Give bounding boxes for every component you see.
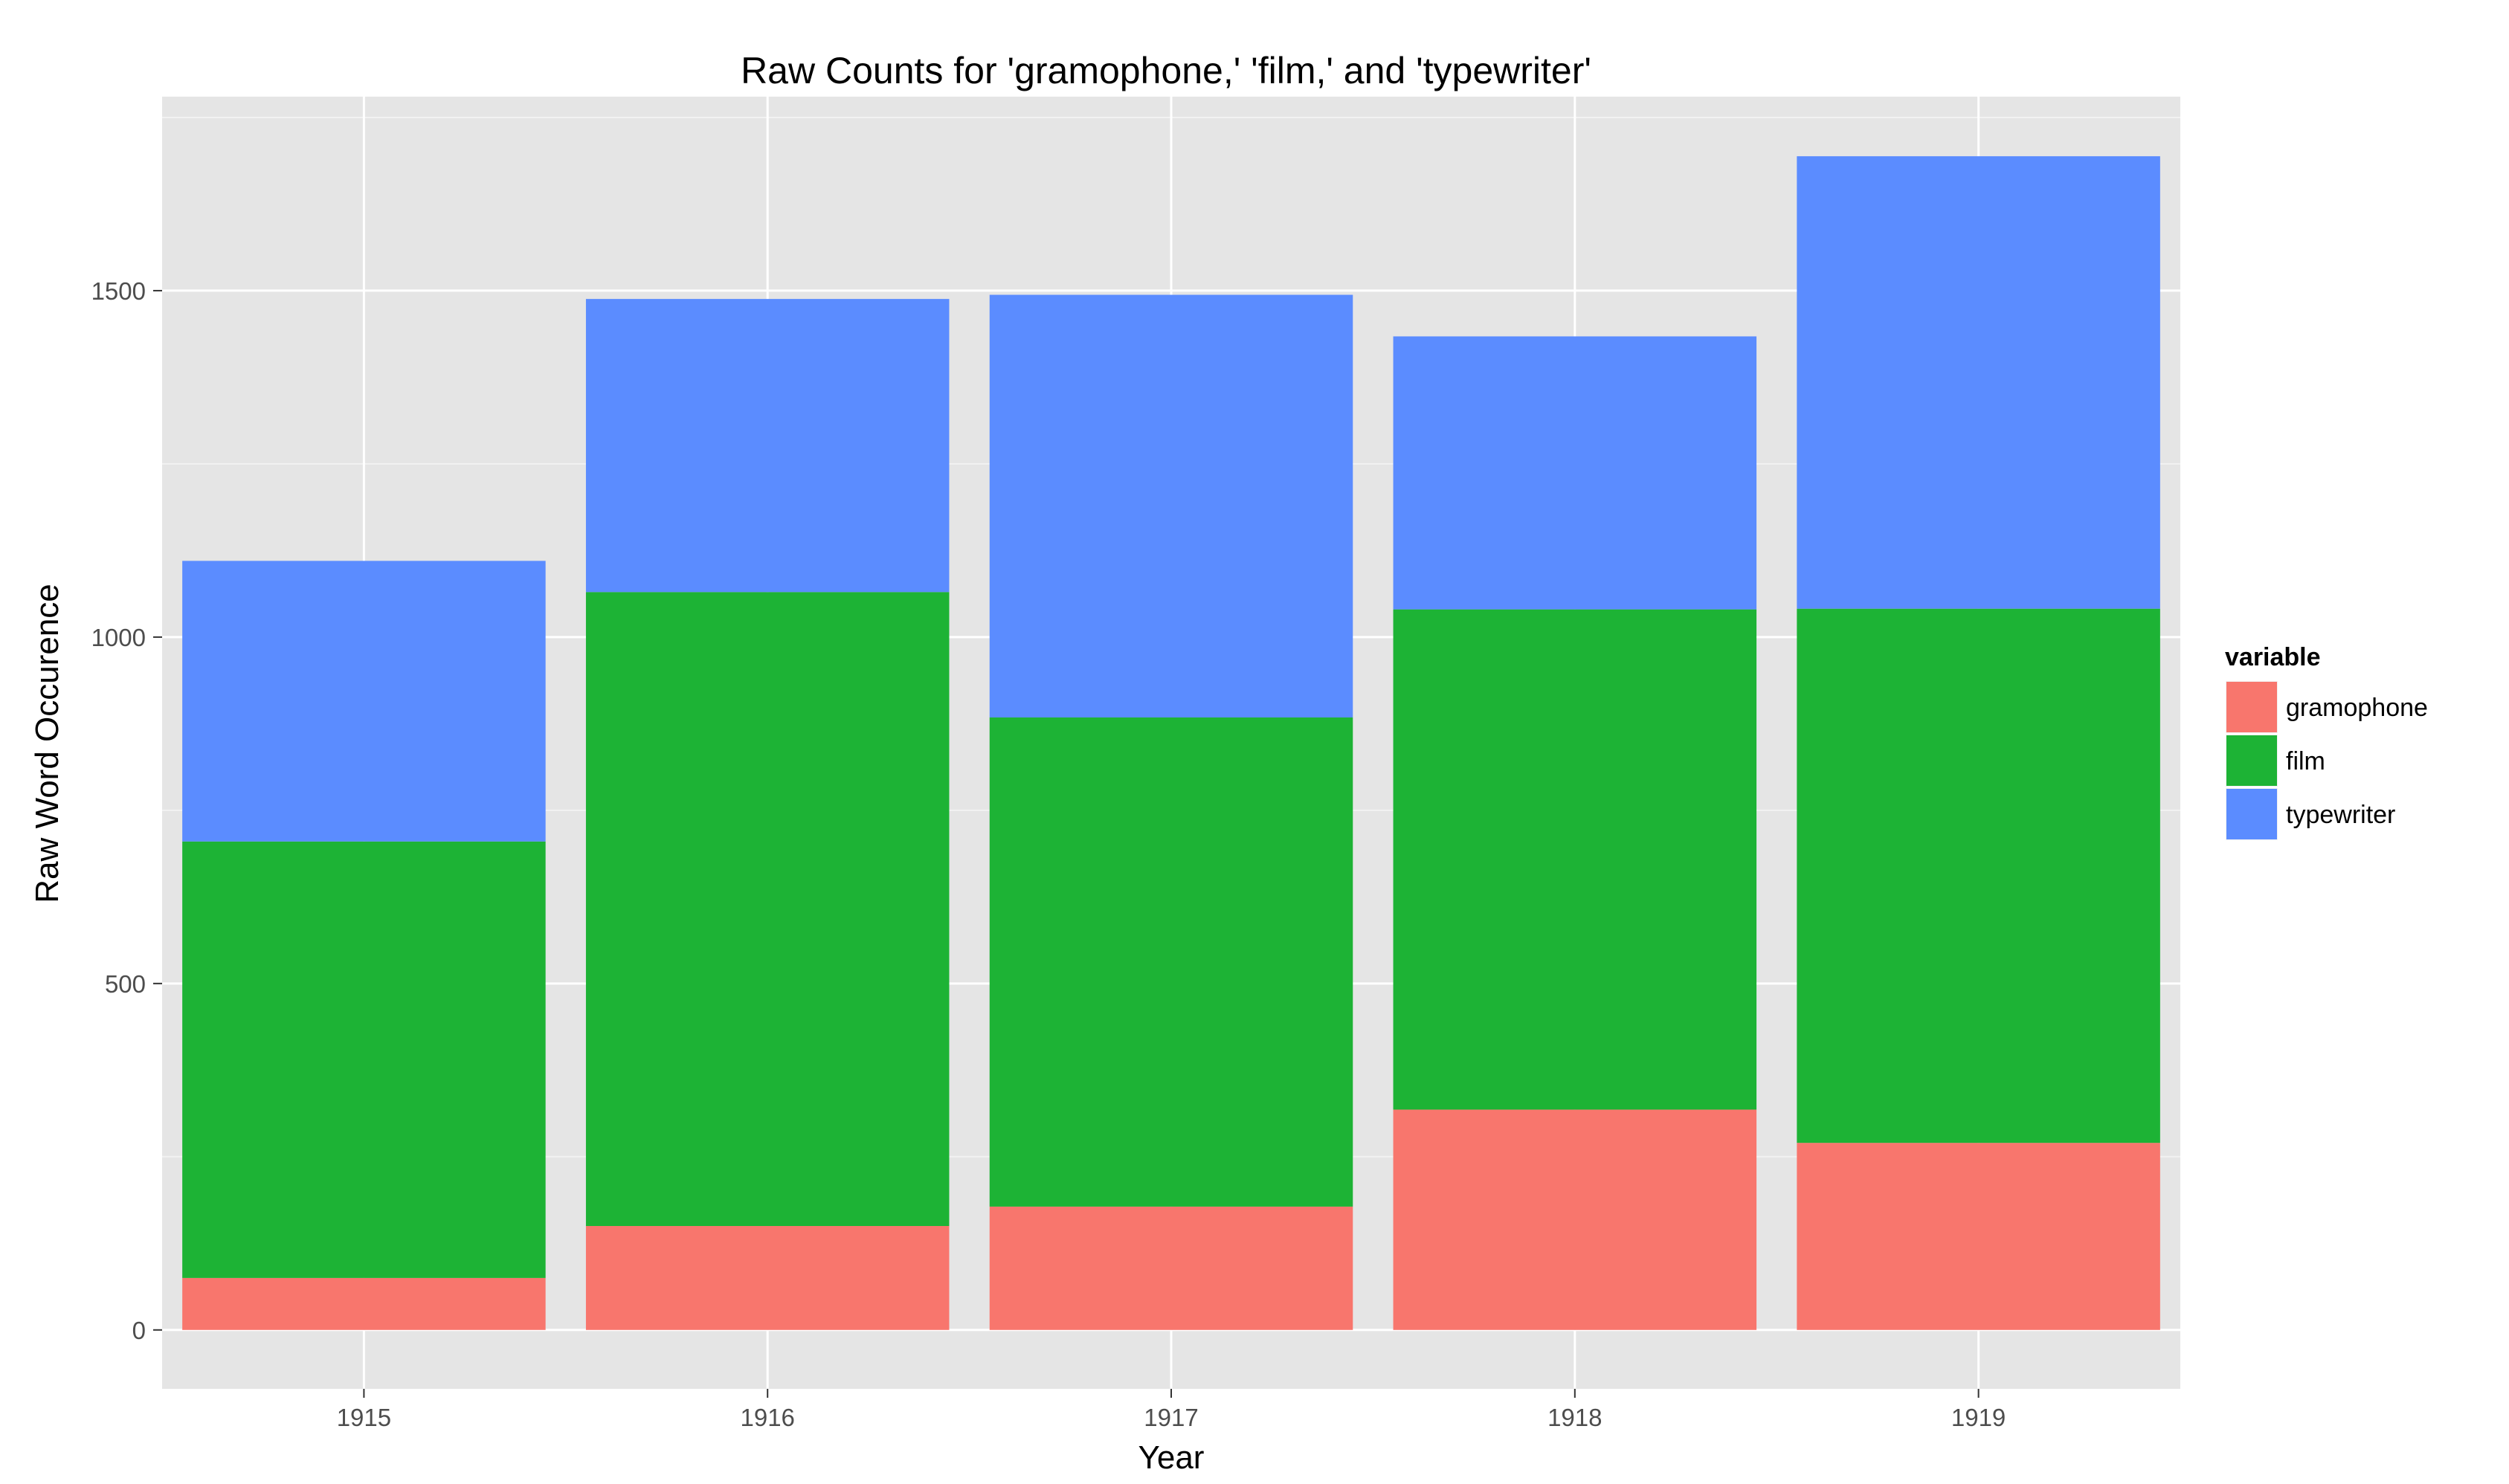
bar-typewriter-1917 xyxy=(989,294,1353,717)
bar-gramophone-1918 xyxy=(1393,1109,1757,1330)
legend-label-gramophone: gramophone xyxy=(2286,694,2428,722)
x-tick-label: 1915 xyxy=(337,1404,391,1431)
bar-typewriter-1918 xyxy=(1393,336,1757,610)
bar-typewriter-1916 xyxy=(585,299,950,593)
x-axis-title: Year xyxy=(1138,1439,1205,1476)
bar-gramophone-1919 xyxy=(1797,1143,2160,1330)
bar-gramophone-1915 xyxy=(182,1277,546,1330)
legend-label-typewriter: typewriter xyxy=(2286,801,2395,829)
x-tick-label: 1919 xyxy=(1951,1404,2006,1431)
bar-typewriter-1915 xyxy=(182,561,546,842)
legend-swatch-typewriter xyxy=(2226,789,2277,839)
bar-gramophone-1917 xyxy=(989,1206,1353,1330)
bar-gramophone-1916 xyxy=(585,1226,950,1330)
chart-title: Raw Counts for 'gramophone,' 'film,' and… xyxy=(741,50,1591,91)
y-tick-label: 1000 xyxy=(91,624,146,651)
y-tick-label: 0 xyxy=(132,1317,146,1344)
y-tick-label: 500 xyxy=(105,970,146,998)
x-tick-label: 1916 xyxy=(740,1404,794,1431)
bars xyxy=(182,156,2160,1330)
bar-film-1919 xyxy=(1797,608,2160,1143)
bar-typewriter-1919 xyxy=(1797,156,2160,609)
y-tick-label: 1500 xyxy=(91,277,146,305)
y-axis-title: Raw Word Occurence xyxy=(29,584,65,903)
bar-film-1916 xyxy=(585,592,950,1227)
bar-film-1915 xyxy=(182,841,546,1278)
legend-label-film: film xyxy=(2286,747,2325,775)
y-axis: 0 500 1000 1500 xyxy=(91,277,162,1344)
legend-swatch-gramophone xyxy=(2226,682,2277,732)
legend: variable gramophone film typewriter xyxy=(2224,643,2428,842)
bar-film-1917 xyxy=(989,717,1353,1207)
bar-film-1918 xyxy=(1393,609,1757,1110)
legend-title: variable xyxy=(2225,643,2321,671)
legend-swatch-film xyxy=(2226,735,2277,786)
x-axis: 1915 1916 1917 1918 1919 xyxy=(337,1389,2006,1431)
x-tick-label: 1917 xyxy=(1144,1404,1198,1431)
x-tick-label: 1918 xyxy=(1547,1404,1602,1431)
